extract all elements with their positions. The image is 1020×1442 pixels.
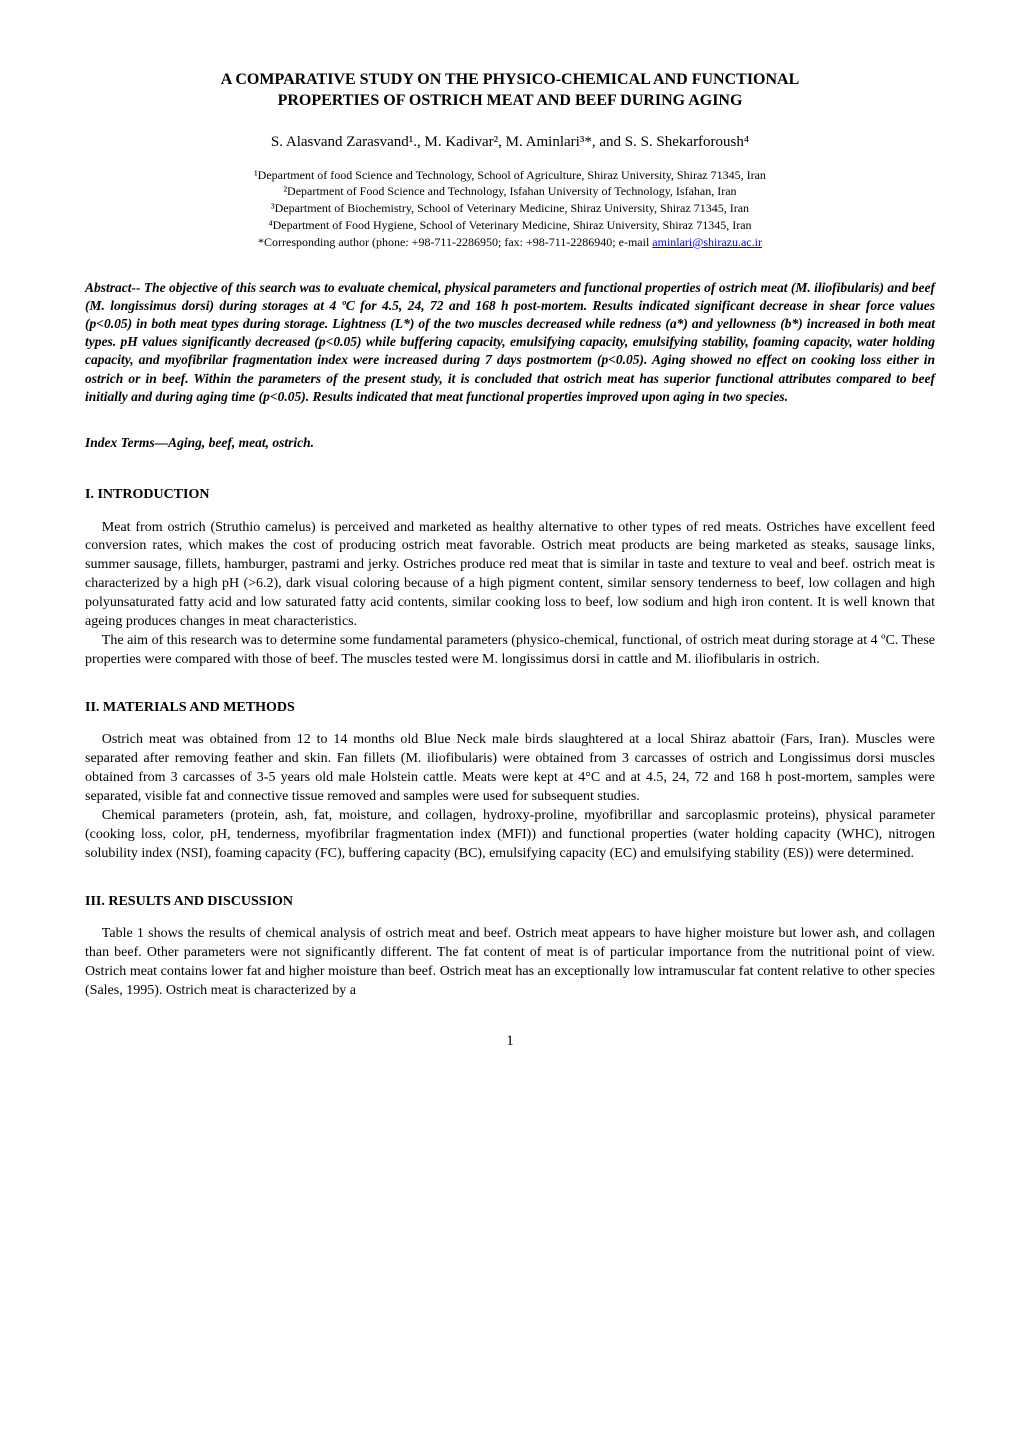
introduction-para-2: The aim of this research was to determin… <box>85 632 935 670</box>
results-para-1: Table 1 shows the results of chemical an… <box>85 925 935 1001</box>
section-introduction: I. INTRODUCTION Meat from ostrich (Strut… <box>85 485 935 670</box>
section-results: III. RESULTS AND DISCUSSION Table 1 show… <box>85 892 935 1001</box>
title-line-1: A COMPARATIVE STUDY ON THE PHYSICO-CHEMI… <box>221 71 800 88</box>
page-number: 1 <box>85 1031 935 1052</box>
authors-line: S. Alasvand Zarasvand¹., M. Kadivar², M.… <box>85 132 935 153</box>
corresponding-email-link[interactable]: aminlari@shirazu.ac.ir <box>652 235 762 249</box>
introduction-heading: I. INTRODUCTION <box>85 485 935 505</box>
corresponding-prefix: *Corresponding author (phone: +98-711-22… <box>258 235 652 249</box>
affiliation-1: ¹Department of food Science and Technolo… <box>85 167 935 184</box>
abstract-block: Abstract-- The objective of this search … <box>85 279 935 407</box>
introduction-para-1: Meat from ostrich (Struthio camelus) is … <box>85 519 935 632</box>
affiliation-3: ³Department of Biochemistry, School of V… <box>85 200 935 217</box>
title-line-2: PROPERTIES OF OSTRICH MEAT AND BEEF DURI… <box>278 92 743 109</box>
affiliation-4: ⁴Department of Food Hygiene, School of V… <box>85 217 935 234</box>
affiliation-2: ²Department of Food Science and Technolo… <box>85 183 935 200</box>
section-materials: II. MATERIALS AND METHODS Ostrich meat w… <box>85 698 935 864</box>
results-heading: III. RESULTS AND DISCUSSION <box>85 892 935 912</box>
paper-title: A COMPARATIVE STUDY ON THE PHYSICO-CHEMI… <box>85 70 935 112</box>
materials-heading: II. MATERIALS AND METHODS <box>85 698 935 718</box>
materials-para-1: Ostrich meat was obtained from 12 to 14 … <box>85 731 935 807</box>
affiliations-block: ¹Department of food Science and Technolo… <box>85 167 935 251</box>
corresponding-author-line: *Corresponding author (phone: +98-711-22… <box>85 234 935 251</box>
materials-para-2: Chemical parameters (protein, ash, fat, … <box>85 807 935 864</box>
index-terms: Index Terms—Aging, beef, meat, ostrich. <box>85 434 935 453</box>
